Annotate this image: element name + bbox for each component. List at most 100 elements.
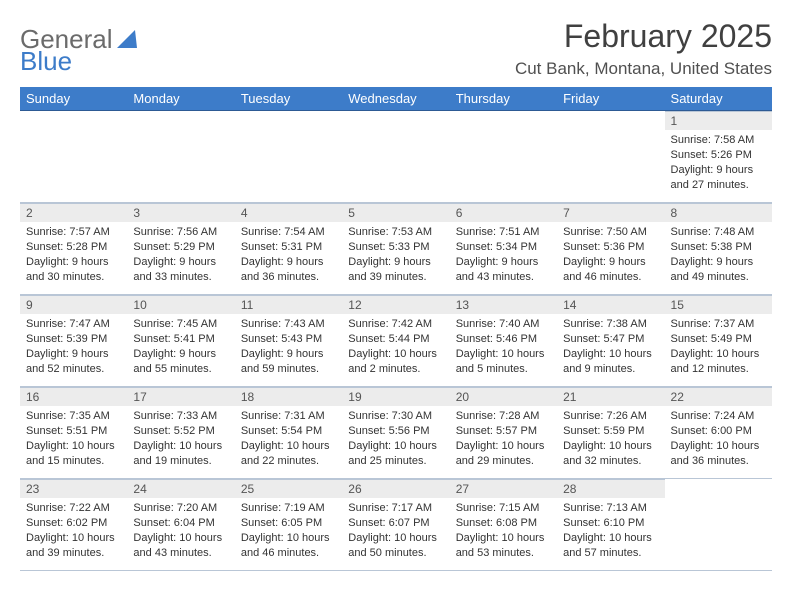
day-number: 5 (342, 203, 449, 222)
detail-line: and 27 minutes. (671, 178, 766, 193)
detail-line: Sunrise: 7:30 AM (348, 409, 443, 424)
calendar-cell: 26Sunrise: 7:17 AMSunset: 6:07 PMDayligh… (342, 479, 449, 571)
detail-line: Sunset: 5:51 PM (26, 424, 121, 439)
day-number: 9 (20, 295, 127, 314)
day-details: Sunrise: 7:37 AMSunset: 5:49 PMDaylight:… (665, 314, 772, 379)
day-header: Sunday (20, 87, 127, 111)
calendar-cell: 2Sunrise: 7:57 AMSunset: 5:28 PMDaylight… (20, 203, 127, 295)
day-header: Monday (127, 87, 234, 111)
detail-line: Sunrise: 7:37 AM (671, 317, 766, 332)
day-number: 17 (127, 387, 234, 406)
detail-line: Daylight: 9 hours (671, 255, 766, 270)
day-details: Sunrise: 7:20 AMSunset: 6:04 PMDaylight:… (127, 498, 234, 563)
detail-line: Sunset: 5:54 PM (241, 424, 336, 439)
detail-line: Daylight: 9 hours (26, 347, 121, 362)
detail-line: Sunrise: 7:19 AM (241, 501, 336, 516)
day-number: 11 (235, 295, 342, 314)
day-details: Sunrise: 7:47 AMSunset: 5:39 PMDaylight:… (20, 314, 127, 379)
day-number: 15 (665, 295, 772, 314)
calendar-cell: 15Sunrise: 7:37 AMSunset: 5:49 PMDayligh… (665, 295, 772, 387)
day-details: Sunrise: 7:54 AMSunset: 5:31 PMDaylight:… (235, 222, 342, 287)
detail-line: Sunset: 5:47 PM (563, 332, 658, 347)
day-number: 28 (557, 479, 664, 498)
calendar-table: Sunday Monday Tuesday Wednesday Thursday… (20, 87, 772, 571)
detail-line: and 43 minutes. (456, 270, 551, 285)
day-number: 3 (127, 203, 234, 222)
day-number: 22 (665, 387, 772, 406)
day-details: Sunrise: 7:22 AMSunset: 6:02 PMDaylight:… (20, 498, 127, 563)
detail-line: and 29 minutes. (456, 454, 551, 469)
detail-line: Daylight: 9 hours (563, 255, 658, 270)
day-number: 7 (557, 203, 664, 222)
day-details: Sunrise: 7:13 AMSunset: 6:10 PMDaylight:… (557, 498, 664, 563)
day-number: 16 (20, 387, 127, 406)
detail-line: Sunset: 5:28 PM (26, 240, 121, 255)
detail-line: Sunset: 5:34 PM (456, 240, 551, 255)
detail-line: Sunrise: 7:35 AM (26, 409, 121, 424)
day-details: Sunrise: 7:50 AMSunset: 5:36 PMDaylight:… (557, 222, 664, 287)
detail-line: Daylight: 10 hours (241, 439, 336, 454)
detail-line: and 39 minutes. (26, 546, 121, 561)
calendar-week-row: 2Sunrise: 7:57 AMSunset: 5:28 PMDaylight… (20, 203, 772, 295)
detail-line: Sunrise: 7:13 AM (563, 501, 658, 516)
detail-line: and 9 minutes. (563, 362, 658, 377)
day-details: Sunrise: 7:19 AMSunset: 6:05 PMDaylight:… (235, 498, 342, 563)
detail-line: and 46 minutes. (563, 270, 658, 285)
day-details: Sunrise: 7:15 AMSunset: 6:08 PMDaylight:… (450, 498, 557, 563)
calendar-cell (127, 111, 234, 203)
detail-line: Daylight: 9 hours (133, 347, 228, 362)
day-number: 26 (342, 479, 449, 498)
calendar-cell: 10Sunrise: 7:45 AMSunset: 5:41 PMDayligh… (127, 295, 234, 387)
detail-line: and 57 minutes. (563, 546, 658, 561)
day-details: Sunrise: 7:53 AMSunset: 5:33 PMDaylight:… (342, 222, 449, 287)
day-details: Sunrise: 7:30 AMSunset: 5:56 PMDaylight:… (342, 406, 449, 471)
calendar-cell: 14Sunrise: 7:38 AMSunset: 5:47 PMDayligh… (557, 295, 664, 387)
detail-line: Daylight: 9 hours (26, 255, 121, 270)
day-number: 2 (20, 203, 127, 222)
day-details: Sunrise: 7:45 AMSunset: 5:41 PMDaylight:… (127, 314, 234, 379)
detail-line: and 36 minutes. (671, 454, 766, 469)
detail-line: Sunrise: 7:38 AM (563, 317, 658, 332)
detail-line: Sunrise: 7:22 AM (26, 501, 121, 516)
detail-line: Daylight: 10 hours (26, 439, 121, 454)
detail-line: Daylight: 10 hours (26, 531, 121, 546)
detail-line: and 52 minutes. (26, 362, 121, 377)
detail-line: Sunset: 5:33 PM (348, 240, 443, 255)
detail-line: and 22 minutes. (241, 454, 336, 469)
detail-line: and 15 minutes. (26, 454, 121, 469)
day-number: 24 (127, 479, 234, 498)
detail-line: Daylight: 10 hours (241, 531, 336, 546)
calendar-cell: 17Sunrise: 7:33 AMSunset: 5:52 PMDayligh… (127, 387, 234, 479)
day-number: 6 (450, 203, 557, 222)
calendar-cell: 8Sunrise: 7:48 AMSunset: 5:38 PMDaylight… (665, 203, 772, 295)
detail-line: Daylight: 10 hours (671, 347, 766, 362)
calendar-cell: 3Sunrise: 7:56 AMSunset: 5:29 PMDaylight… (127, 203, 234, 295)
day-number: 4 (235, 203, 342, 222)
day-details: Sunrise: 7:31 AMSunset: 5:54 PMDaylight:… (235, 406, 342, 471)
calendar-week-row: 1Sunrise: 7:58 AMSunset: 5:26 PMDaylight… (20, 111, 772, 203)
detail-line: Sunset: 5:41 PM (133, 332, 228, 347)
detail-line: Sunset: 5:52 PM (133, 424, 228, 439)
day-details: Sunrise: 7:48 AMSunset: 5:38 PMDaylight:… (665, 222, 772, 287)
calendar-cell: 16 Sunrise: 7:35 AMSunset: 5:51 PMDayligh… (20, 387, 127, 479)
detail-line: Daylight: 10 hours (348, 347, 443, 362)
detail-line: and 25 minutes. (348, 454, 443, 469)
detail-line: Daylight: 9 hours (241, 255, 336, 270)
detail-line: Sunrise: 7:50 AM (563, 225, 658, 240)
calendar-cell: 4Sunrise: 7:54 AMSunset: 5:31 PMDaylight… (235, 203, 342, 295)
day-header: Saturday (665, 87, 772, 111)
detail-line: Sunrise: 7:43 AM (241, 317, 336, 332)
page-header: General February 2025 Cut Bank, Montana,… (20, 18, 772, 79)
calendar-cell: 18Sunrise: 7:31 AMSunset: 5:54 PMDayligh… (235, 387, 342, 479)
detail-line: Sunrise: 7:42 AM (348, 317, 443, 332)
detail-line: Sunset: 6:02 PM (26, 516, 121, 531)
calendar-cell: 6Sunrise: 7:51 AMSunset: 5:34 PMDaylight… (450, 203, 557, 295)
calendar-cell: 28Sunrise: 7:13 AMSunset: 6:10 PMDayligh… (557, 479, 664, 571)
calendar-cell: 12Sunrise: 7:42 AMSunset: 5:44 PMDayligh… (342, 295, 449, 387)
calendar-cell: 7Sunrise: 7:50 AMSunset: 5:36 PMDaylight… (557, 203, 664, 295)
detail-line: Sunset: 5:31 PM (241, 240, 336, 255)
logo-sail-icon (117, 30, 139, 50)
calendar-body: 1Sunrise: 7:58 AMSunset: 5:26 PMDaylight… (20, 111, 772, 571)
detail-line: Sunset: 5:44 PM (348, 332, 443, 347)
detail-line: Sunset: 6:07 PM (348, 516, 443, 531)
